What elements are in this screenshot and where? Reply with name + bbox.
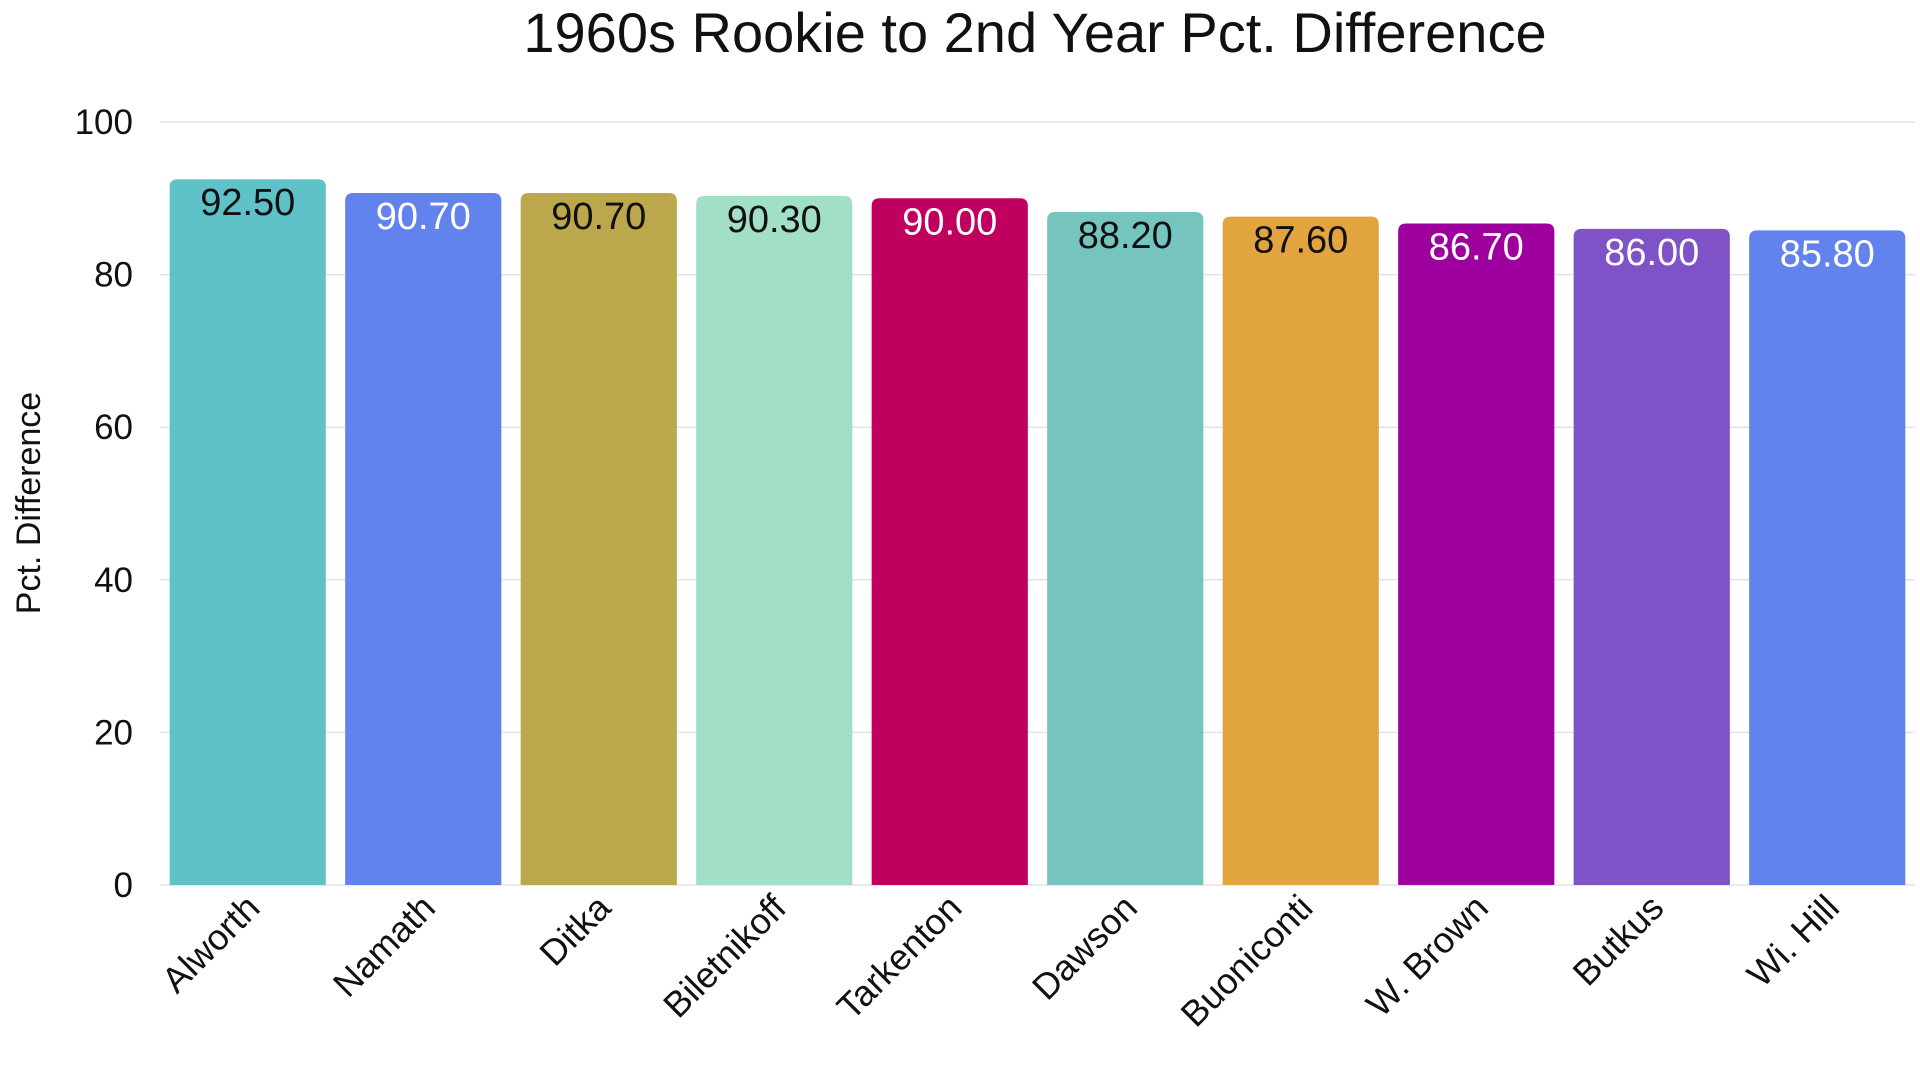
x-tick-label: Butkus (1565, 887, 1672, 994)
bars (169, 179, 1906, 886)
bar (1749, 230, 1906, 885)
x-tick-label: Buoniconti (1173, 887, 1321, 1035)
y-tick-label: 20 (94, 713, 133, 752)
bar (871, 198, 1028, 886)
y-tick-label: 60 (94, 408, 133, 447)
bar (169, 179, 326, 886)
bar (1573, 228, 1730, 885)
value-label: 88.20 (1078, 215, 1173, 257)
x-tick-label: Tarkenton (829, 887, 970, 1028)
value-label: 86.70 (1429, 226, 1524, 268)
y-tick-label: 80 (94, 256, 133, 295)
x-tick-label: Ditka (531, 886, 619, 974)
bar (1398, 223, 1555, 885)
value-label: 85.80 (1780, 233, 1875, 275)
y-tick-label: 0 (114, 866, 133, 905)
value-labels: 92.50 90.70 90.70 90.30 90.00 88.20 87.60 86.70… (200, 182, 1875, 275)
x-tick-label: Wi. Hill (1739, 887, 1847, 995)
value-label: 90.70 (551, 196, 646, 238)
bar (345, 192, 502, 886)
y-tick-label: 40 (94, 561, 133, 600)
value-label: 90.70 (376, 196, 471, 238)
x-tick-label: W. Brown (1358, 887, 1496, 1025)
y-axis-label: Pct. Difference (10, 392, 48, 614)
value-label: 90.30 (727, 199, 822, 241)
y-tick-label: 100 (75, 103, 133, 142)
x-tick-label: Alworth (154, 887, 268, 1001)
bar (696, 196, 853, 886)
x-tick-label: Namath (325, 887, 443, 1005)
x-axis-ticks: Alworth Namath Ditka Biletnikoff Tarkenton Da… (154, 886, 1847, 1035)
y-axis-ticks: 0 20 40 60 80 100 (75, 103, 133, 905)
bar (520, 192, 677, 886)
chart-title: 1960s Rookie to 2nd Year Pct. Difference (523, 1, 1546, 64)
value-label: 90.00 (902, 201, 997, 243)
value-label: 86.00 (1604, 232, 1699, 274)
bar (1222, 216, 1379, 885)
x-tick-label: Biletnikoff (655, 886, 795, 1026)
x-tick-label: Dawson (1024, 887, 1145, 1008)
value-label: 92.50 (200, 182, 295, 224)
value-label: 87.60 (1253, 220, 1348, 262)
bar (1047, 212, 1204, 885)
